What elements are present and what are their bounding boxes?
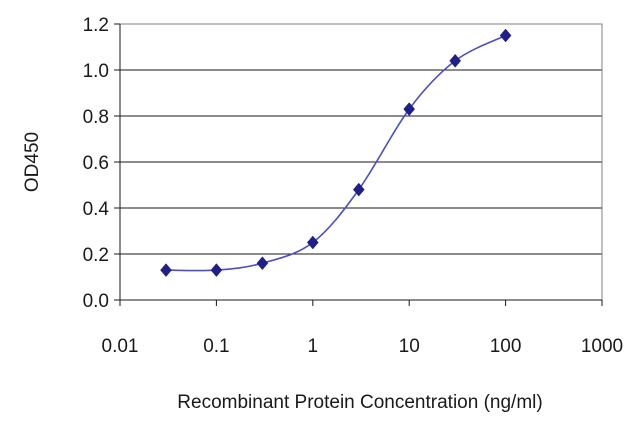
x-axis-title: Recombinant Protein Concentration (ng/ml… [177, 392, 542, 413]
data-point [306, 235, 319, 250]
data-point [403, 102, 416, 116]
data-point [499, 28, 512, 43]
x-axis: 0.01 0.1 1 10 100 1000 [102, 299, 623, 357]
x-tick-label: 0.01 [102, 336, 139, 357]
y-axis-title: OD450 [22, 132, 43, 192]
x-tick-label: 1 [308, 336, 319, 357]
data-point [256, 256, 269, 271]
x-tick-label: 10 [399, 336, 420, 357]
series-line [165, 34, 506, 272]
x-tick-label: 0.1 [203, 336, 229, 357]
data-point [210, 263, 223, 277]
y-axis: 0.0 0.2 0.4 0.6 0.8 1.0 1.2 [83, 15, 121, 312]
y-tick-label: 1.2 [83, 15, 109, 36]
y-tick-label: 0.2 [83, 245, 109, 266]
y-tick-label: 0.0 [83, 291, 109, 312]
x-tick-label: 1000 [581, 336, 623, 357]
plot-area [119, 23, 603, 301]
grid-lines [120, 69, 602, 255]
y-tick-label: 0.4 [83, 199, 110, 220]
y-tick-label: 0.6 [83, 153, 109, 174]
y-tick-label: 0.8 [83, 107, 109, 128]
y-tick-label: 1.0 [83, 61, 109, 82]
data-series [160, 28, 512, 277]
data-point [352, 182, 365, 197]
data-point [160, 263, 172, 277]
x-tick-label: 100 [490, 336, 522, 357]
data-point [449, 53, 462, 68]
